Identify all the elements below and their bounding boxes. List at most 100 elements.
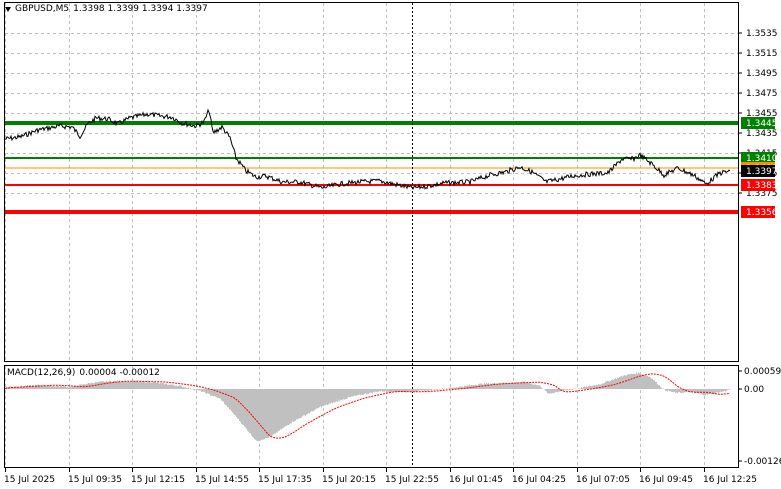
macd-bar bbox=[114, 380, 115, 389]
macd-bar bbox=[500, 383, 501, 389]
macd-bar bbox=[553, 389, 554, 394]
macd-bar bbox=[63, 386, 64, 389]
macd-bar bbox=[698, 389, 699, 394]
price-tick-label: 1.3535 bbox=[746, 29, 778, 39]
macd-bar bbox=[376, 389, 377, 392]
macd-bar bbox=[324, 389, 325, 406]
macd-bar bbox=[625, 375, 626, 389]
macd-bar bbox=[711, 389, 712, 395]
macd-bar bbox=[488, 382, 489, 389]
macd-bar bbox=[10, 386, 11, 389]
macd-bar bbox=[594, 385, 595, 389]
macd-bar bbox=[444, 388, 445, 389]
macd-bar bbox=[107, 382, 108, 389]
macd-bar bbox=[551, 389, 552, 394]
macd-bar bbox=[248, 389, 249, 432]
macd-bar bbox=[365, 389, 366, 394]
macd-bar bbox=[531, 383, 532, 389]
macd-bar bbox=[725, 389, 726, 392]
macd-header: MACD(12,26,9) 0.00004 -0.00012 bbox=[7, 368, 160, 379]
macd-bar bbox=[303, 389, 304, 416]
macd-bar bbox=[339, 389, 340, 402]
level-tag-text: 1.3410 bbox=[746, 154, 778, 164]
macd-bar bbox=[358, 389, 359, 396]
macd-bar bbox=[257, 389, 258, 442]
macd-bar bbox=[716, 389, 717, 393]
macd-bar bbox=[166, 383, 167, 389]
macd-bar bbox=[360, 389, 361, 396]
macd-bar bbox=[267, 389, 268, 438]
macd-bar bbox=[145, 382, 146, 389]
macd-bar bbox=[373, 389, 374, 392]
macd-bar bbox=[694, 389, 695, 393]
macd-bar bbox=[535, 384, 536, 389]
macd-bar bbox=[645, 375, 646, 389]
macd-bar bbox=[505, 382, 506, 389]
macd-bar bbox=[184, 387, 185, 389]
macd-bar bbox=[281, 389, 282, 430]
macd-bar bbox=[482, 384, 483, 389]
macd-bar bbox=[691, 389, 692, 392]
macd-bar bbox=[717, 389, 718, 393]
macd-bar bbox=[510, 383, 511, 389]
macd-bar bbox=[649, 376, 650, 389]
macd-bar bbox=[367, 389, 368, 394]
time-tick-label: 15 Jul 12:15 bbox=[131, 475, 185, 485]
macd-bar bbox=[156, 383, 157, 389]
macd-bar bbox=[516, 381, 517, 389]
macd-bar bbox=[100, 381, 101, 389]
time-tick-label: 16 Jul 07:05 bbox=[576, 475, 630, 485]
macd-bar bbox=[292, 389, 293, 422]
level-tag-bg bbox=[741, 117, 775, 129]
level-lines bbox=[5, 121, 738, 214]
macd-bar bbox=[154, 382, 155, 389]
macd-bar bbox=[305, 389, 306, 416]
macd-bar bbox=[584, 386, 585, 389]
macd-bar bbox=[547, 389, 548, 394]
macd-bar bbox=[69, 387, 70, 389]
macd-bar bbox=[222, 389, 223, 401]
dropdown-triangle-icon[interactable] bbox=[5, 7, 11, 12]
macd-bar bbox=[417, 389, 418, 392]
macd-bar bbox=[206, 389, 207, 395]
macd-bar bbox=[181, 385, 182, 389]
macd-bar bbox=[32, 385, 33, 389]
macd-bar bbox=[581, 387, 582, 389]
macd-bar bbox=[682, 389, 683, 393]
macd-bar bbox=[253, 389, 254, 438]
macd-bar bbox=[286, 389, 287, 426]
macd-bar bbox=[631, 373, 632, 389]
macd-bar bbox=[651, 378, 652, 389]
macd-bar bbox=[650, 377, 651, 389]
macd-bar bbox=[372, 389, 373, 394]
macd-bar bbox=[96, 382, 97, 389]
macd-bar bbox=[36, 384, 37, 389]
macd-bar bbox=[179, 385, 180, 389]
macd-bar bbox=[387, 389, 388, 392]
price-panel[interactable] bbox=[4, 2, 739, 362]
macd-bar bbox=[226, 389, 227, 406]
macd-bar bbox=[480, 383, 481, 389]
macd-bar bbox=[320, 389, 321, 407]
macd-bar bbox=[333, 389, 334, 403]
time-tick-label: 16 Jul 01:45 bbox=[449, 475, 503, 485]
macd-bar bbox=[461, 386, 462, 389]
macd-bar bbox=[197, 389, 198, 390]
macd-bar bbox=[97, 381, 98, 389]
macd-bar bbox=[633, 373, 634, 389]
macd-bar bbox=[78, 385, 79, 389]
macd-bar bbox=[530, 383, 531, 389]
macd-bar bbox=[45, 385, 46, 389]
macd-bar bbox=[489, 384, 490, 389]
macd-bar bbox=[23, 386, 24, 389]
macd-bar bbox=[183, 386, 184, 389]
macd-bar bbox=[558, 389, 559, 392]
macd-bar bbox=[641, 374, 642, 389]
macd-bar bbox=[164, 384, 165, 389]
macd-bar bbox=[706, 389, 707, 395]
macd-bar bbox=[464, 385, 465, 389]
macd-bar bbox=[168, 384, 169, 389]
macd-bar bbox=[550, 389, 551, 394]
macd-bar bbox=[169, 384, 170, 389]
